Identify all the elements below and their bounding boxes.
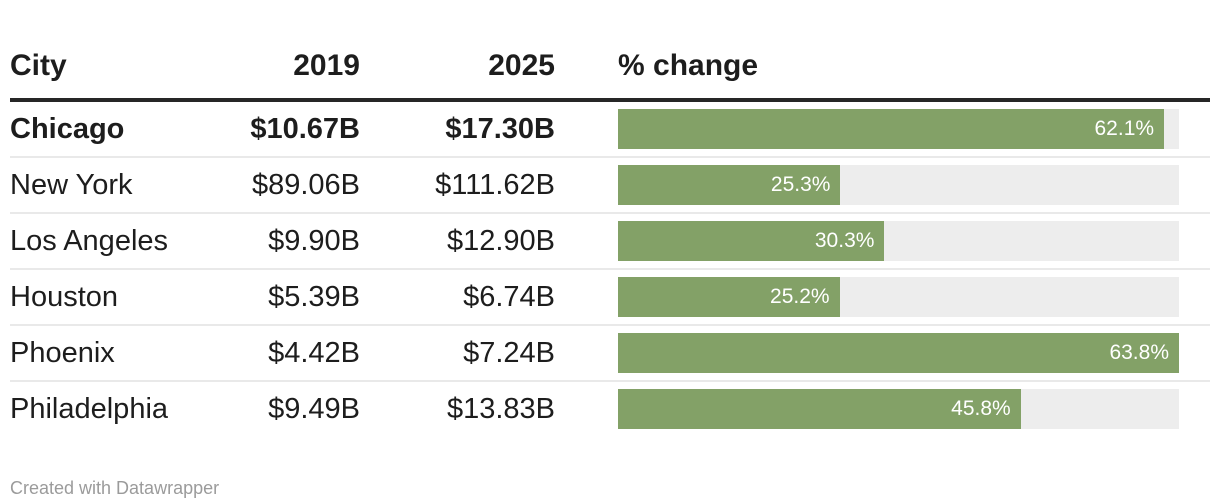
column-header-2025: 2025 [488,49,555,82]
bar-fill: 45.8% [618,389,1021,429]
bar-track: 25.3% [618,165,1179,205]
bar-value-label: 62.1% [1094,117,1155,140]
value-2019-cell: $89.06B [251,168,360,201]
bar-track: 63.8% [618,333,1179,373]
datawrapper-attribution-link[interactable]: Created with Datawrapper [10,478,220,498]
table-row: New York $89.06B $111.62B 25.3% [10,158,1210,214]
attribution-footer: Created with Datawrapper [10,478,1210,499]
value-2025-cell: $7.24B [463,336,555,369]
table-row: Houston $5.39B $6.74B 25.2% [10,270,1210,326]
bar-value-label: 30.3% [814,229,875,252]
value-2025-cell: $6.74B [463,280,555,313]
table-body: Chicago $10.67B $17.30B 62.1% New York $… [10,102,1210,436]
pct-change-cell: 63.8% [555,333,1210,373]
city-cell: Philadelphia [10,392,169,425]
value-2025-cell: $17.30B [445,112,555,145]
pct-change-cell: 25.2% [555,277,1210,317]
bar-value-label: 63.8% [1109,341,1169,364]
bar-fill: 25.2% [618,277,840,317]
value-2025-cell: $111.62B [435,168,555,201]
datawrapper-table-chart: City 2019 2025 % change Chicago $10.67B … [10,34,1210,499]
table-row: Phoenix $4.42B $7.24B 63.8% [10,326,1210,382]
value-2025-cell: $13.83B [446,392,555,425]
table-row: Philadelphia $9.49B $13.83B 45.8% [10,382,1210,436]
bar-value-label: 25.3% [770,173,831,196]
pct-change-cell: 30.3% [555,221,1210,261]
bar-value-label: 45.8% [951,397,1011,420]
value-2019-cell: $9.90B [268,224,360,257]
table-row: Los Angeles $9.90B $12.90B 30.3% [10,214,1210,270]
bar-track: 25.2% [618,277,1179,317]
city-cell: Los Angeles [10,224,169,257]
pct-change-cell: 25.3% [555,165,1210,205]
value-2025-cell: $12.90B [446,224,555,257]
city-cell: Houston [10,280,119,313]
column-header-2019: 2019 [293,49,360,82]
table-row: Chicago $10.67B $17.30B 62.1% [10,102,1210,158]
bar-fill: 63.8% [618,333,1179,373]
bar-track: 45.8% [618,389,1179,429]
city-cell: Chicago [10,112,125,145]
column-header-pct-change: % change [618,49,759,82]
city-cell: New York [10,168,133,201]
bar-value-label: 25.2% [770,285,830,308]
pct-change-cell: 62.1% [555,109,1210,149]
value-2019-cell: $10.67B [250,112,360,145]
pct-change-cell: 45.8% [555,389,1210,429]
bar-track: 30.3% [618,221,1179,261]
table-header-row: City 2019 2025 % change [10,34,1210,102]
bar-fill: 62.1% [618,109,1165,149]
city-cell: Phoenix [10,336,115,369]
bar-fill: 25.3% [618,165,841,205]
column-header-city: City [10,49,67,82]
value-2019-cell: $4.42B [268,336,360,369]
bar-track: 62.1% [618,109,1179,149]
value-2019-cell: $9.49B [268,392,360,425]
bar-fill: 30.3% [618,221,885,261]
value-2019-cell: $5.39B [268,280,360,313]
